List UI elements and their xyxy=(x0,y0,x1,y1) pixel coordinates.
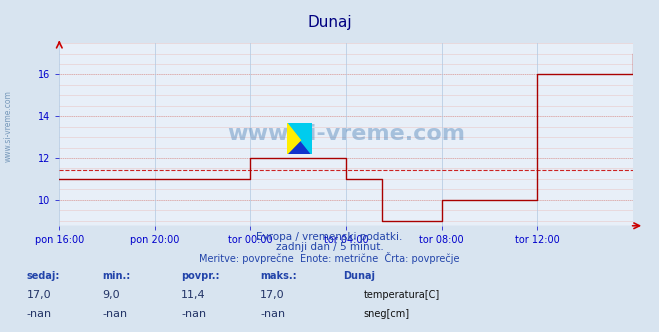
Text: Meritve: povprečne  Enote: metrične  Črta: povprečje: Meritve: povprečne Enote: metrične Črta:… xyxy=(199,252,460,264)
Text: povpr.:: povpr.: xyxy=(181,271,219,281)
Text: 9,0: 9,0 xyxy=(102,290,120,300)
Text: zadnji dan / 5 minut.: zadnji dan / 5 minut. xyxy=(275,242,384,252)
Text: 11,4: 11,4 xyxy=(181,290,206,300)
Text: Dunaj: Dunaj xyxy=(307,15,352,30)
Polygon shape xyxy=(287,123,312,154)
Text: Evropa / vremenski podatki.: Evropa / vremenski podatki. xyxy=(256,232,403,242)
Text: sneg[cm]: sneg[cm] xyxy=(364,309,410,319)
Text: -nan: -nan xyxy=(260,309,285,319)
Polygon shape xyxy=(287,123,301,154)
Text: -nan: -nan xyxy=(26,309,51,319)
Text: 17,0: 17,0 xyxy=(26,290,51,300)
Text: min.:: min.: xyxy=(102,271,130,281)
Text: -nan: -nan xyxy=(102,309,127,319)
Text: sedaj:: sedaj: xyxy=(26,271,60,281)
Text: -nan: -nan xyxy=(181,309,206,319)
Text: www.si-vreme.com: www.si-vreme.com xyxy=(3,90,13,162)
Text: maks.:: maks.: xyxy=(260,271,297,281)
Text: Dunaj: Dunaj xyxy=(343,271,375,281)
Text: 17,0: 17,0 xyxy=(260,290,285,300)
Text: www.si-vreme.com: www.si-vreme.com xyxy=(227,124,465,144)
Text: temperatura[C]: temperatura[C] xyxy=(364,290,440,300)
